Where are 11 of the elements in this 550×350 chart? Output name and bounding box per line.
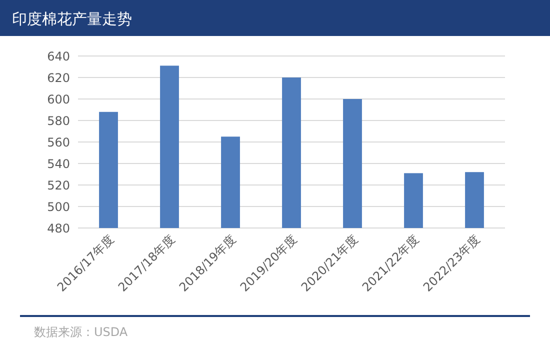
y-tick-label: 640 [47, 50, 70, 64]
y-tick-label: 600 [47, 92, 70, 106]
y-tick-label: 520 [47, 178, 70, 192]
y-tick-label: 540 [47, 157, 70, 171]
y-tick-label: 500 [47, 200, 70, 214]
y-tick-label: 580 [47, 114, 70, 128]
chart-title: 印度棉花产量走势 [12, 10, 132, 28]
source-note: 数据来源：USDA [34, 325, 128, 339]
y-tick-label: 480 [47, 222, 70, 236]
y-tick-label: 620 [47, 71, 70, 85]
y-tick-label: 560 [47, 136, 70, 150]
